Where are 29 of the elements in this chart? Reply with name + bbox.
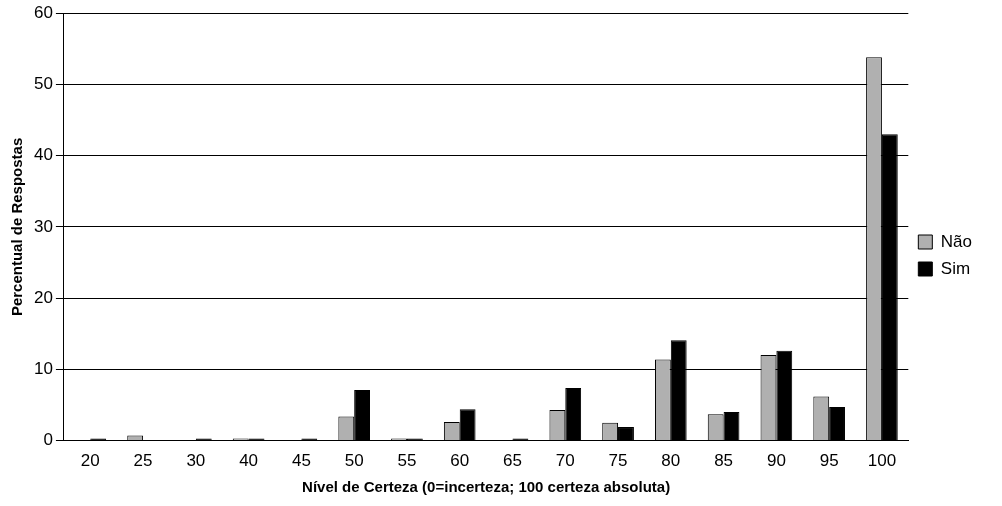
- x-tick-label: 95: [819, 451, 839, 471]
- x-tick-label: 55: [397, 451, 417, 471]
- y-tick-label: 50: [33, 74, 53, 94]
- y-tick-label: 10: [33, 359, 53, 379]
- x-tick-label: 80: [661, 451, 681, 471]
- bar: [723, 412, 740, 441]
- x-tick-label: 30: [186, 451, 206, 471]
- x-tick-label: 90: [766, 451, 786, 471]
- y-tick-label: 20: [33, 287, 53, 307]
- y-tick-label: 30: [33, 216, 53, 236]
- x-tick-label: 75: [608, 451, 628, 471]
- x-tick-label: 25: [133, 451, 153, 471]
- y-tick-label: 60: [33, 2, 53, 22]
- x-tick-label: 45: [291, 451, 311, 471]
- x-tick-label: 100: [867, 451, 897, 471]
- legend-label: Sim: [940, 258, 971, 278]
- x-tick-label: 60: [450, 451, 470, 471]
- y-tick-label: 40: [33, 145, 53, 165]
- x-tick-label: 85: [714, 451, 734, 471]
- x-tick-label: 40: [239, 451, 259, 471]
- x-tick-label: 70: [555, 451, 575, 471]
- x-tick-label: 20: [80, 451, 100, 471]
- x-tick-label: 50: [344, 451, 364, 471]
- y-axis-title: Percentual de Respostas: [8, 137, 26, 317]
- bar: [354, 390, 371, 441]
- x-axis-title: Nível de Certeza (0=incerteza; 100 certeza absoluta): [302, 478, 671, 496]
- legend-label: Não: [940, 231, 972, 251]
- x-tick-label: 65: [503, 451, 522, 471]
- y-tick-label: 0: [43, 430, 53, 450]
